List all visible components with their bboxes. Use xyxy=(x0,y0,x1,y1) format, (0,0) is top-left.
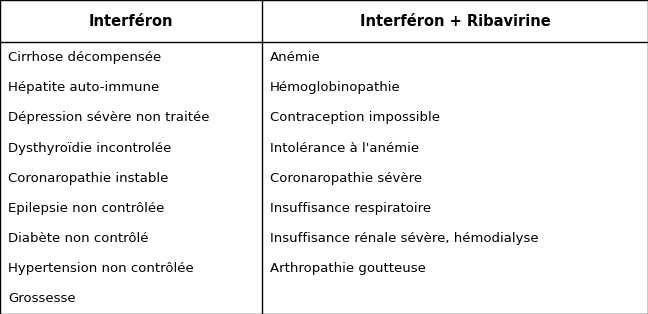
Text: Insuffisance respiratoire: Insuffisance respiratoire xyxy=(270,202,432,215)
Text: Hépatite auto-immune: Hépatite auto-immune xyxy=(8,81,159,94)
Text: Cirrhose décompensée: Cirrhose décompensée xyxy=(8,51,161,64)
Text: Arthropathie goutteuse: Arthropathie goutteuse xyxy=(270,262,426,275)
Text: Coronaropathie instable: Coronaropathie instable xyxy=(8,172,168,185)
Text: Grossesse: Grossesse xyxy=(8,292,75,306)
Text: Hémoglobinopathie: Hémoglobinopathie xyxy=(270,81,401,94)
Text: Epilepsie non contrôlée: Epilepsie non contrôlée xyxy=(8,202,164,215)
Text: Contraception impossible: Contraception impossible xyxy=(270,111,440,124)
Text: Hypertension non contrôlée: Hypertension non contrôlée xyxy=(8,262,194,275)
Text: Dysthyroïdie incontrolée: Dysthyroïdie incontrolée xyxy=(8,142,171,154)
Text: Insuffisance rénale sévère, hémodialyse: Insuffisance rénale sévère, hémodialyse xyxy=(270,232,539,245)
Text: Interféron: Interféron xyxy=(89,14,174,29)
Text: Dépression sévère non traitée: Dépression sévère non traitée xyxy=(8,111,209,124)
Text: Diabète non contrôlé: Diabète non contrôlé xyxy=(8,232,148,245)
Text: Intolérance à l'anémie: Intolérance à l'anémie xyxy=(270,142,419,154)
Text: Interféron + Ribavirine: Interféron + Ribavirine xyxy=(360,14,551,29)
Text: Coronaropathie sévère: Coronaropathie sévère xyxy=(270,172,422,185)
Text: Anémie: Anémie xyxy=(270,51,321,64)
